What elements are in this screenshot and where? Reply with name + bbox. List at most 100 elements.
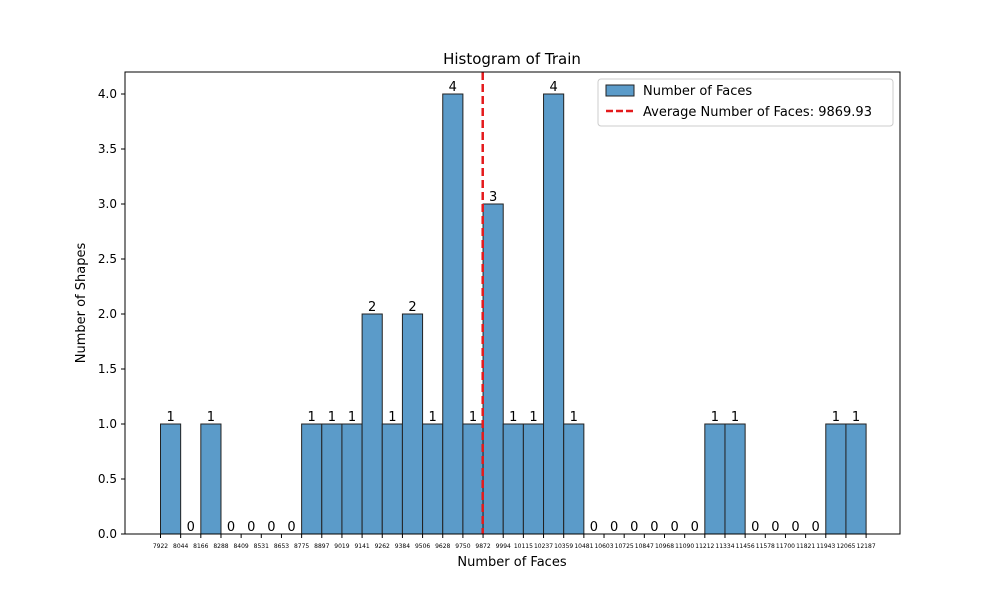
- bar-value-label: 0: [771, 520, 779, 535]
- x-axis: 7922 8044 8166 8288 8409 8531 8653 8775 8897 9019…: [153, 534, 876, 550]
- histogram-bar: [361, 313, 383, 535]
- x-tick-label: 10968: [655, 543, 674, 550]
- x-tick-label: 10359: [554, 543, 573, 550]
- x-tick-label: 9506: [415, 543, 430, 550]
- bar-value-label: 1: [509, 410, 517, 425]
- plot-frame: [124, 71, 901, 535]
- bar-value-label: 0: [610, 520, 618, 535]
- bars-group: [160, 93, 867, 535]
- x-tick-label: 12187: [857, 543, 876, 550]
- bar-value-label: 1: [328, 410, 336, 425]
- histogram-bar: [200, 423, 222, 535]
- histogram-bar: [160, 423, 182, 535]
- histogram-bar: [502, 423, 524, 535]
- bar-value-label: 0: [791, 520, 799, 535]
- legend-box: [597, 78, 894, 127]
- histogram-bar: [422, 423, 444, 535]
- x-tick-label: 10847: [635, 543, 654, 550]
- y-axis-label: Number of Shapes: [74, 243, 89, 364]
- x-tick-label: 7922: [153, 543, 168, 550]
- bar-value-label: 0: [812, 520, 820, 535]
- bar-value-label: 1: [852, 410, 860, 425]
- histogram-bar: [563, 423, 585, 535]
- histogram-bar: [482, 203, 504, 535]
- y-tick-label: 1.0: [98, 417, 117, 431]
- bar-value-label: 0: [247, 520, 255, 535]
- histogram-bar: [301, 423, 323, 535]
- x-tick-label: 8897: [314, 543, 329, 550]
- y-tick-label: 1.5: [98, 362, 117, 376]
- histogram-bar: [341, 423, 363, 535]
- bar-value-label: 0: [670, 520, 678, 535]
- y-tick-label: 0.5: [98, 472, 117, 486]
- x-tick-label: 9019: [334, 543, 349, 550]
- y-tick-label: 0.0: [98, 527, 117, 541]
- x-tick-label: 8775: [294, 543, 309, 550]
- y-tick-label: 3.0: [98, 197, 117, 211]
- x-tick-label: 8044: [173, 543, 188, 550]
- x-tick-label: 11212: [695, 543, 714, 550]
- histogram-bar: [401, 313, 424, 535]
- legend-entry-faces: Number of Faces: [643, 84, 752, 99]
- x-tick-label: 11334: [715, 543, 734, 550]
- bar-value-label: 0: [630, 520, 638, 535]
- bar-value-label: 0: [650, 520, 658, 535]
- histogram-bar: [724, 423, 746, 535]
- y-tick-label: 4.0: [98, 87, 117, 101]
- x-tick-label: 10115: [514, 543, 533, 550]
- x-tick-label: 10603: [594, 543, 613, 550]
- x-tick-label: 10481: [574, 543, 593, 550]
- bar-value-label: 0: [227, 520, 235, 535]
- x-tick-label: 9141: [354, 543, 369, 550]
- histogram-bar: [845, 423, 867, 535]
- x-tick-label: 10237: [534, 543, 553, 550]
- bar-value-label: 3: [489, 190, 497, 205]
- x-tick-label: 11821: [796, 543, 815, 550]
- bar-value-label: 0: [267, 520, 275, 535]
- histogram-bar: [522, 423, 545, 535]
- y-tick-label: 3.5: [98, 142, 117, 156]
- histogram-bar: [825, 423, 847, 535]
- histogram-bar: [442, 93, 464, 535]
- bar-value-label: 0: [691, 520, 699, 535]
- x-tick-label: 9262: [375, 543, 390, 550]
- x-axis-label: Number of Faces: [457, 555, 566, 570]
- histogram-bar: [543, 93, 565, 535]
- x-tick-label: 11700: [776, 543, 795, 550]
- bar-value-label: 1: [731, 410, 739, 425]
- bar-value-label: 4: [449, 80, 457, 95]
- x-tick-label: 8409: [233, 543, 248, 550]
- x-tick-label: 11578: [756, 543, 775, 550]
- y-tick-label: 2.0: [98, 307, 117, 321]
- y-axis: 0.0 0.5 1.0 1.5 2.0 2.5 3.0 3.5 4.0: [98, 87, 125, 541]
- bar-value-label: 1: [529, 410, 537, 425]
- histogram-bar: [704, 423, 726, 535]
- bar-value-label: 1: [207, 410, 215, 425]
- legend-entry-average: Average Number of Faces: 9869.93: [643, 105, 872, 120]
- bar-value-label: 0: [287, 520, 295, 535]
- x-tick-label: 8653: [274, 543, 289, 550]
- bar-value-label: 0: [590, 520, 598, 535]
- bar-value-label: 1: [832, 410, 840, 425]
- x-tick-label: 12065: [836, 543, 855, 550]
- x-tick-label: 11943: [816, 543, 835, 550]
- x-tick-label: 9994: [496, 543, 511, 550]
- x-tick-label: 8288: [213, 543, 228, 550]
- histogram-bar: [462, 423, 484, 535]
- x-tick-label: 11090: [675, 543, 694, 550]
- y-tick-label: 2.5: [98, 252, 117, 266]
- legend: Number of Faces Average Number of Faces:…: [597, 78, 894, 127]
- bar-value-label: 1: [570, 410, 578, 425]
- bar-value-label: 1: [388, 410, 396, 425]
- bar-value-label: 1: [166, 410, 174, 425]
- histogram-bar: [321, 423, 343, 535]
- x-tick-label: 9750: [455, 543, 470, 550]
- x-tick-label: 9872: [475, 543, 490, 550]
- bar-value-label: 0: [751, 520, 759, 535]
- histogram-bar: [381, 423, 403, 535]
- bar-value-label: 1: [711, 410, 719, 425]
- chart-title: Histogram of Train: [443, 50, 581, 68]
- x-tick-label: 11456: [736, 543, 755, 550]
- bar-value-label: 1: [469, 410, 477, 425]
